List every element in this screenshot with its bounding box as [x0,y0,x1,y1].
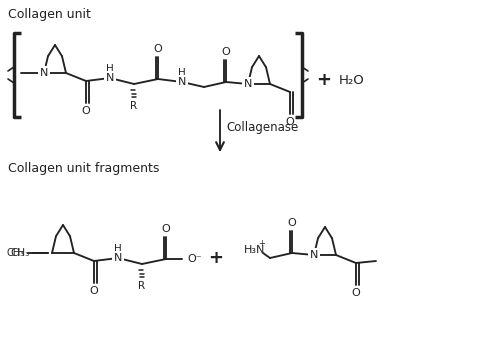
Text: CH₃: CH₃ [10,248,30,258]
Text: O: O [154,44,162,54]
Text: +: + [317,71,331,89]
Text: O: O [222,47,230,57]
Text: Collagen unit: Collagen unit [8,8,91,21]
Text: +: + [258,238,265,248]
Text: Collagen unit fragments: Collagen unit fragments [8,162,159,175]
Text: H₃N: H₃N [244,245,265,255]
Text: O: O [285,117,294,127]
Text: N: N [244,79,252,89]
Text: N: N [114,253,122,263]
Text: O⁻: O⁻ [187,254,202,264]
Text: O: O [82,106,90,116]
Text: O: O [287,218,296,228]
Text: O: O [352,288,360,298]
Text: +: + [209,249,223,267]
Text: H: H [178,68,186,78]
Text: N: N [106,73,114,83]
Text: Collagenase: Collagenase [226,121,298,134]
Text: O: O [162,224,171,234]
Text: N: N [40,68,48,78]
Text: CH₃: CH₃ [7,248,25,258]
Text: N: N [178,77,186,87]
Text: H: H [106,64,114,74]
Text: R: R [131,101,138,111]
Text: R: R [139,281,145,291]
Text: H: H [114,244,122,254]
Text: H₂O: H₂O [339,73,365,86]
Text: N: N [310,250,318,260]
Text: O: O [90,286,99,296]
